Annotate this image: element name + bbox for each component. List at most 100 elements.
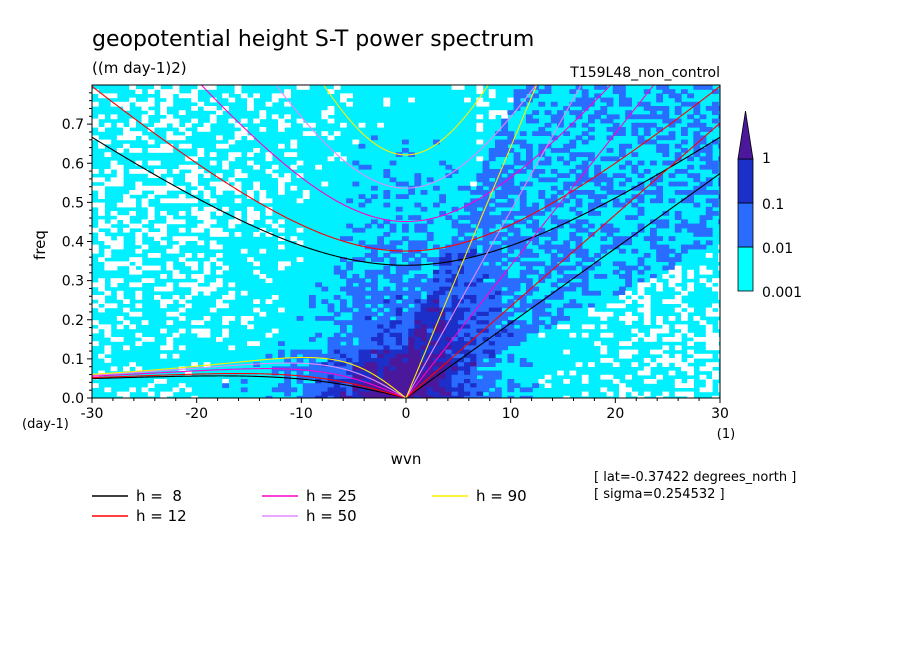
- heat-cell: [643, 311, 651, 317]
- heat-cell: [600, 156, 608, 162]
- heat-cell: [383, 244, 391, 250]
- heat-cell: [470, 295, 477, 300]
- heat-cell: [352, 349, 360, 355]
- heat-cell: [681, 127, 688, 132]
- heat-cell: [563, 240, 570, 246]
- heat-cell: [426, 349, 434, 355]
- heat-cell: [612, 202, 620, 208]
- heat-cell: [154, 160, 161, 166]
- heat-cell: [668, 261, 676, 267]
- heat-cell: [129, 211, 136, 216]
- heat-cell: [625, 353, 632, 359]
- heat-cell: [464, 227, 471, 233]
- heat-cell: [637, 194, 645, 199]
- heat-cell: [464, 269, 471, 275]
- heat-cell: [470, 269, 477, 275]
- heat-cell: [569, 332, 577, 338]
- heat-cell: [482, 211, 490, 216]
- heat-cell: [656, 358, 663, 363]
- heat-cell: [123, 345, 130, 351]
- heat-cell: [718, 290, 720, 296]
- heat-cell: [631, 122, 639, 128]
- heat-cell: [457, 223, 465, 229]
- heat-cell: [178, 236, 186, 241]
- heat-cell: [581, 248, 589, 254]
- heat-cell: [699, 227, 707, 233]
- heat-cell: [166, 265, 174, 271]
- heat-cell: [203, 328, 211, 334]
- heat-cell: [340, 349, 347, 355]
- heat-cell: [333, 337, 341, 342]
- heat-cell: [470, 190, 477, 195]
- heat-cell: [488, 395, 496, 398]
- heat-cell: [197, 332, 205, 338]
- heat-cell: [278, 265, 285, 271]
- heat-cell: [544, 303, 552, 309]
- heat-cell: [681, 328, 688, 334]
- heat-cell: [191, 190, 198, 195]
- heat-cell: [358, 320, 366, 325]
- heat-cell: [718, 253, 720, 258]
- heat-cell: [557, 278, 564, 283]
- heat-cell: [507, 311, 515, 317]
- heat-cell: [482, 227, 490, 233]
- heat-cell: [482, 206, 490, 212]
- heat-cell: [476, 261, 484, 267]
- heat-cell: [123, 131, 130, 136]
- heat-cell: [457, 391, 465, 397]
- heat-cell: [420, 349, 428, 355]
- heat-cell: [284, 93, 291, 99]
- heat-cell: [581, 282, 589, 288]
- heat-cell: [340, 358, 347, 363]
- heat-cell: [371, 278, 378, 283]
- heat-cell: [600, 316, 608, 321]
- heat-cell: [420, 190, 428, 195]
- heat-cell: [278, 383, 285, 388]
- heat-cell: [104, 122, 112, 128]
- heat-cell: [315, 282, 322, 288]
- heat-cell: [104, 139, 112, 145]
- heat-cell: [643, 190, 651, 195]
- heat-cell: [588, 206, 595, 212]
- heat-cell: [203, 290, 211, 296]
- heat-cell: [656, 219, 663, 225]
- heat-cell: [581, 269, 589, 275]
- heat-cell: [699, 387, 707, 393]
- heat-cell: [718, 244, 720, 250]
- heat-cell: [488, 173, 496, 178]
- heat-cell: [693, 202, 701, 208]
- heat-cell: [637, 290, 645, 296]
- heat-cell: [414, 274, 422, 279]
- heat-cell: [619, 387, 626, 393]
- heat-cell: [619, 295, 626, 300]
- heat-cell: [371, 286, 378, 292]
- heat-cell: [402, 362, 409, 367]
- heat-cell: [625, 177, 632, 183]
- heat-cell: [705, 190, 713, 195]
- heat-cell: [519, 261, 527, 267]
- rossby-curve: [92, 368, 407, 398]
- heat-cell: [116, 122, 124, 128]
- heat-cell: [451, 261, 459, 267]
- heat-cell: [550, 257, 558, 262]
- heat-cell: [699, 269, 707, 275]
- heat-cell: [383, 269, 391, 275]
- heat-cell: [402, 316, 409, 321]
- heat-cell: [457, 349, 465, 355]
- heat-cell: [414, 278, 422, 283]
- heat-cell: [333, 85, 341, 90]
- heat-cell: [495, 269, 502, 275]
- heat-cell: [420, 366, 428, 372]
- heat-cell: [147, 278, 155, 283]
- heat-cell: [668, 269, 676, 275]
- heat-cell: [569, 152, 577, 157]
- heat-cell: [333, 320, 341, 325]
- heat-cell: [606, 181, 614, 187]
- heat-cell: [612, 190, 620, 195]
- heat-cell: [228, 185, 236, 191]
- heat-cell: [501, 282, 508, 288]
- heat-cell: [389, 345, 397, 351]
- heat-cell: [501, 328, 508, 334]
- heat-cell: [414, 223, 422, 229]
- heat-cell: [495, 177, 502, 183]
